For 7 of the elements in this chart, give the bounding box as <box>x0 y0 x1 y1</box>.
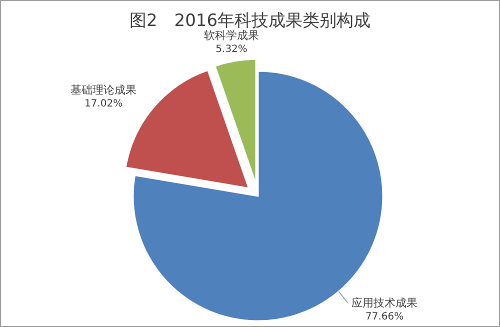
chart-title: 图2 2016年科技成果类别构成 <box>129 11 371 31</box>
slice-label: 基础理论成果 <box>70 83 137 96</box>
data-label: 17.02% <box>84 98 123 110</box>
data-label: 77.66% <box>366 312 404 323</box>
slice-label: 应用技术成果 <box>352 296 418 310</box>
data-label: 5.32% <box>216 44 248 56</box>
slice-label: 软科学成果 <box>204 29 260 42</box>
